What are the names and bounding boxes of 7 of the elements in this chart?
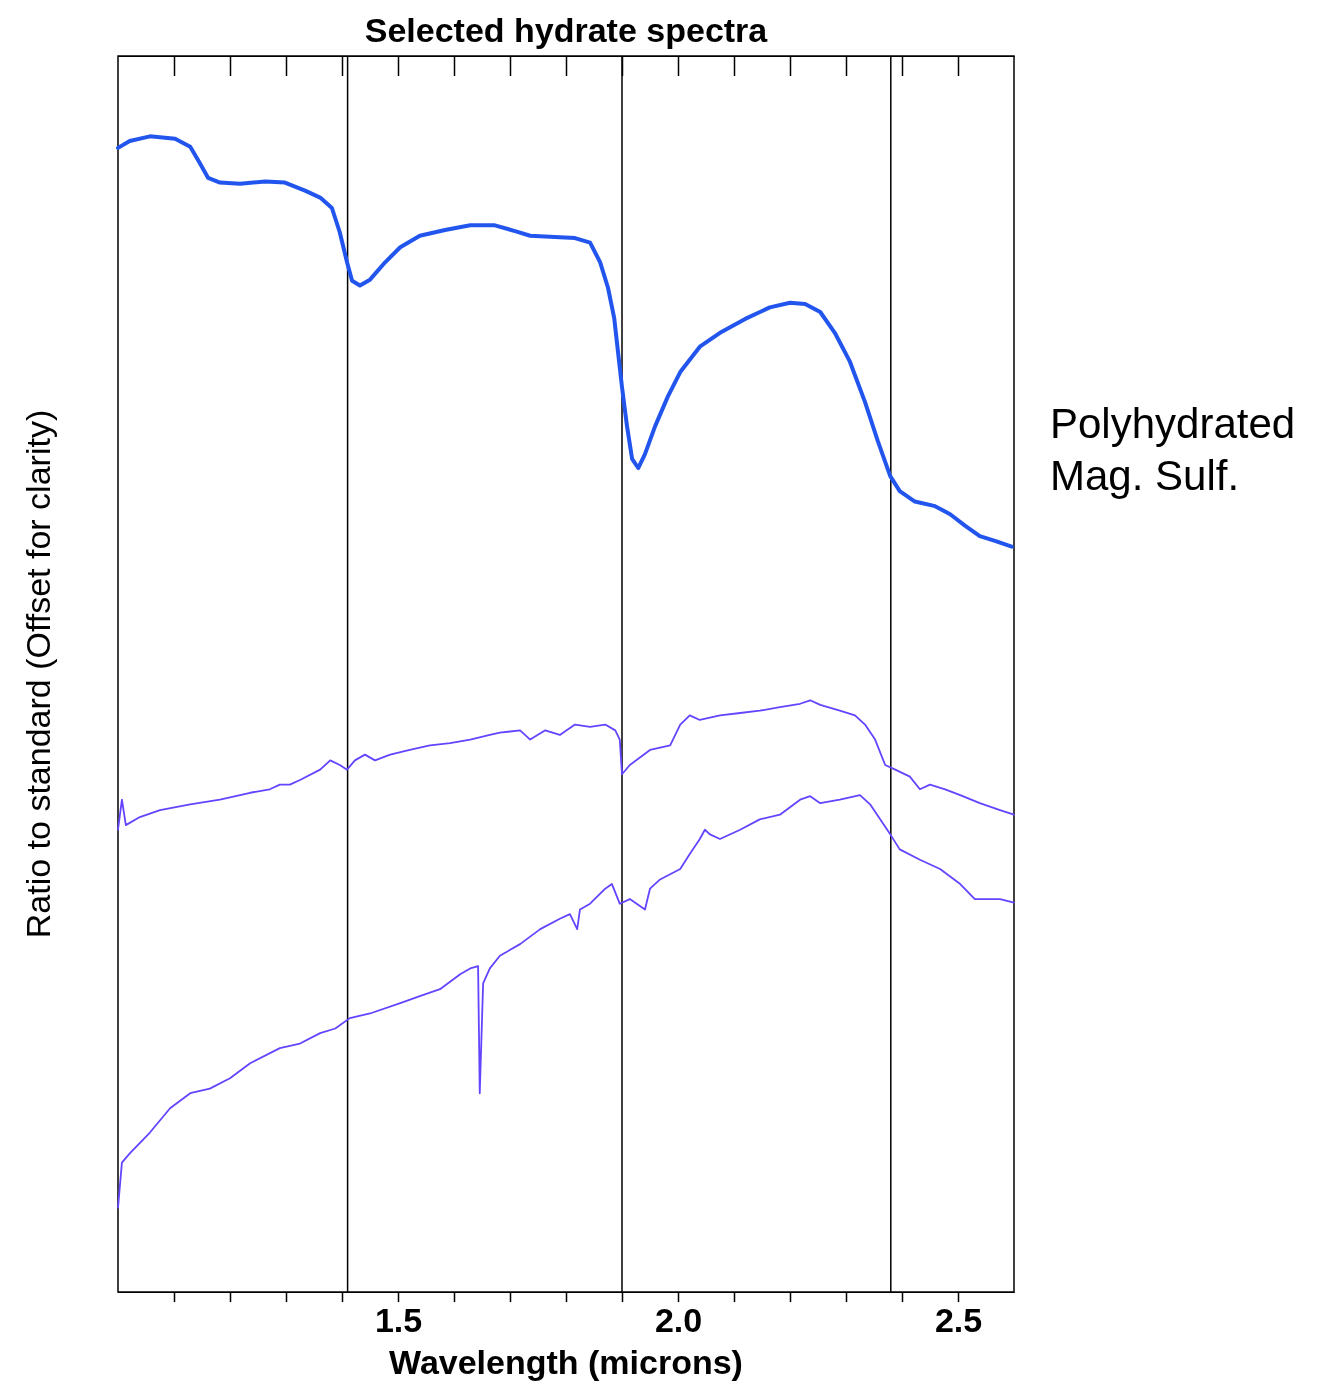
x-tick-label: 1.5 <box>374 1301 423 1340</box>
text: Polyhydrated Mag. Sulf. <box>1050 400 1296 499</box>
y-axis-title: Ratio to standard (Offset for clarity) <box>19 409 57 939</box>
chart-title: Selected hydrate spectra <box>364 11 769 49</box>
x-axis-title: Wavelength (microns) <box>389 1343 743 1381</box>
x-tick-label: 2.0 <box>654 1301 703 1340</box>
x-tick-label: 2.5 <box>934 1301 983 1340</box>
